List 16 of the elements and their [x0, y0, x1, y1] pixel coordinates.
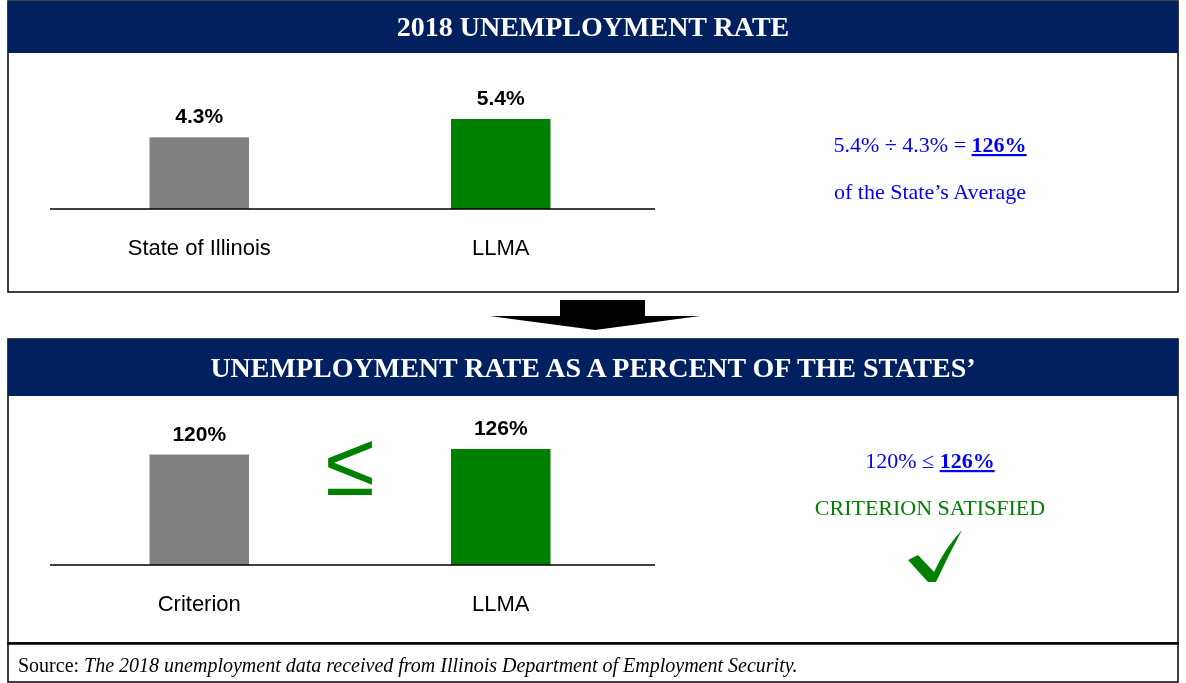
text: of the State’s Average [833, 179, 1027, 204]
text: CRITERION SATISFIED [814, 495, 1046, 520]
x-tick-label: LLMA [472, 235, 530, 260]
x-tick-label: LLMA [472, 591, 530, 616]
data-label: 4.3% [175, 104, 224, 128]
chart-title: 2018 UNEMPLOYMENT RATE [396, 11, 790, 42]
x-tick-label: Criterion [157, 591, 241, 616]
chart-title: UNEMPLOYMENT RATE AS A PERCENT OF THE STATES’ [210, 351, 976, 383]
data-label: 120% [172, 421, 227, 445]
text: 120% ≤ 126% [865, 448, 995, 473]
annotation: ≤ [325, 411, 375, 516]
data-label: 126% [473, 416, 528, 439]
text: 5.4% ÷ 4.3% = 126% [833, 132, 1027, 157]
data-label: 5.4% [476, 86, 526, 109]
x-tick-label: State of Illinois [127, 235, 271, 260]
source-note: Source: The 2018 unemployment data received from Illinois Department of Employment Security. [18, 654, 798, 677]
